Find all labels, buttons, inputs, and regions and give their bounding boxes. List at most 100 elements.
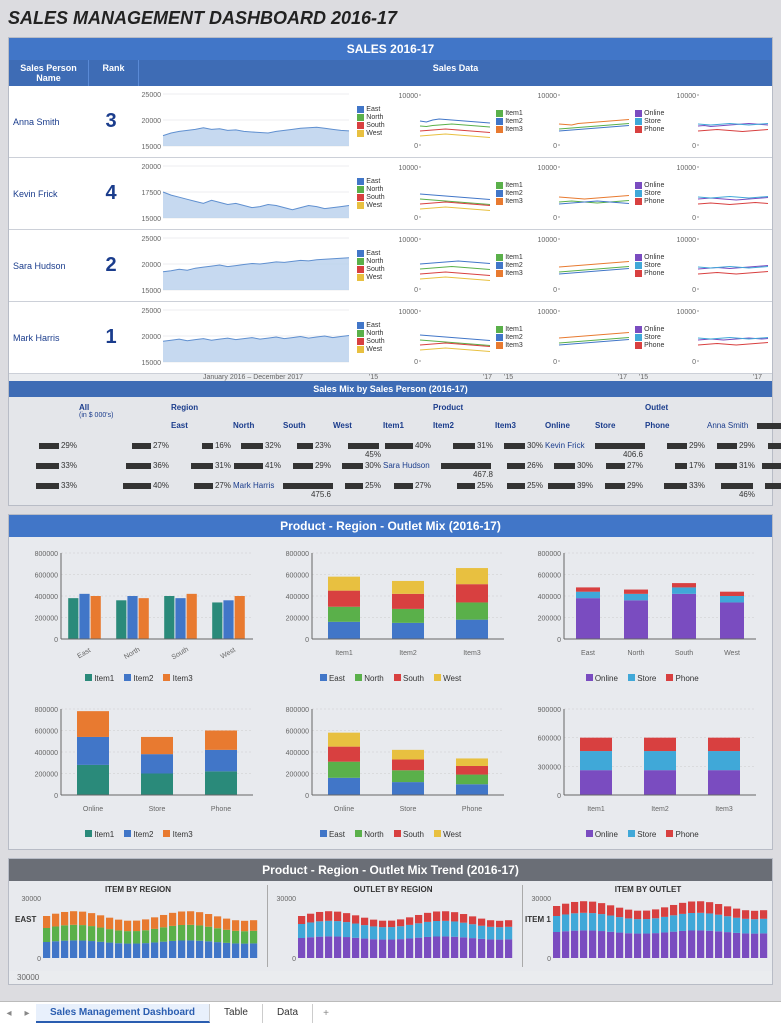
svg-text:Store: Store [148, 806, 165, 813]
svg-text:25000: 25000 [142, 308, 162, 315]
chart-legend: Item1 Item2 Item3 [19, 674, 259, 683]
svg-text:10000: 10000 [677, 93, 697, 100]
svg-text:800000: 800000 [34, 551, 57, 558]
svg-text:10000: 10000 [399, 309, 419, 316]
sp-name: Anna Smith [9, 117, 87, 127]
svg-text:Item1: Item1 [336, 650, 354, 657]
trend-header: Product - Region - Outlet Mix Trend (201… [9, 859, 772, 881]
sp-rank: 2 [87, 254, 135, 277]
chart-legend: East North South West [270, 830, 510, 839]
svg-text:0: 0 [692, 287, 696, 292]
bar-chart: 0200000400000600000800000OnlineStorePhon… [270, 703, 510, 839]
chart-legend: East North South West [270, 674, 510, 683]
svg-text:0: 0 [54, 637, 58, 644]
svg-text:25000: 25000 [142, 236, 162, 243]
svg-text:15000: 15000 [142, 360, 162, 366]
chart-legend: Online Store Phone [522, 830, 762, 839]
svg-text:20000: 20000 [142, 118, 162, 125]
sales-section: SALES 2016-17 Sales Person Name Rank Sal… [8, 37, 773, 506]
sp-name: Sara Hudson [9, 261, 87, 271]
svg-text:400000: 400000 [34, 594, 57, 601]
sales-header: SALES 2016-17 [9, 38, 772, 60]
svg-text:10000: 10000 [399, 93, 419, 100]
chart-legend: Item1Item2Item3 [494, 180, 533, 208]
svg-text:0: 0 [414, 143, 418, 148]
bar-chart: 0200000400000600000800000EastNorthSouthW… [522, 547, 762, 683]
svg-text:400000: 400000 [286, 750, 309, 757]
svg-text:Store: Store [400, 806, 417, 813]
svg-text:North: North [123, 646, 141, 661]
svg-text:0: 0 [692, 143, 696, 148]
svg-text:20000: 20000 [142, 262, 162, 269]
svg-text:0: 0 [37, 956, 41, 963]
sheet-tab[interactable]: Data [263, 1004, 313, 1023]
svg-text:0: 0 [553, 287, 557, 292]
sheet-tab[interactable]: Sales Management Dashboard [36, 1004, 210, 1023]
svg-text:800000: 800000 [34, 707, 57, 714]
svg-text:200000: 200000 [34, 772, 57, 779]
product-header: Product - Region - Outlet Mix (2016-17) [9, 515, 772, 537]
svg-text:900000: 900000 [538, 707, 561, 714]
tab-nav-first[interactable]: ◂ [0, 1008, 18, 1019]
svg-text:Item3: Item3 [715, 806, 733, 813]
add-sheet-button[interactable]: + [313, 1005, 339, 1022]
svg-text:0: 0 [553, 215, 557, 220]
sales-row: Anna Smith3250002000015000EastNorthSouth… [9, 86, 772, 158]
svg-text:0: 0 [557, 793, 561, 800]
trend-section: Product - Region - Outlet Mix Trend (201… [8, 858, 773, 985]
svg-text:800000: 800000 [286, 551, 309, 558]
chart-legend: Item1Item2Item3 [494, 324, 533, 352]
svg-text:South: South [675, 650, 693, 657]
chart-legend: EastNorthSouthWest [355, 176, 394, 212]
svg-text:20000: 20000 [142, 334, 162, 341]
svg-text:0: 0 [306, 793, 310, 800]
svg-text:17500: 17500 [142, 190, 162, 197]
svg-text:Phone: Phone [211, 806, 231, 813]
sales-row: Kevin Frick4200001750015000EastNorthSout… [9, 158, 772, 230]
svg-text:Item1: Item1 [587, 806, 605, 813]
svg-text:200000: 200000 [538, 616, 561, 623]
svg-text:West: West [724, 650, 740, 657]
svg-text:West: West [219, 647, 236, 661]
svg-text:10000: 10000 [538, 309, 558, 316]
svg-text:10000: 10000 [399, 237, 419, 244]
svg-text:10000: 10000 [538, 93, 558, 100]
bar-chart: 0200000400000600000800000OnlineStorePhon… [19, 703, 259, 839]
svg-text:South: South [170, 646, 189, 661]
svg-text:200000: 200000 [34, 616, 57, 623]
svg-text:East: East [76, 647, 92, 660]
svg-text:600000: 600000 [34, 729, 57, 736]
svg-text:Phone: Phone [462, 806, 482, 813]
sp-name: Mark Harris [9, 333, 87, 343]
svg-text:0: 0 [414, 215, 418, 220]
svg-text:30000: 30000 [22, 896, 42, 903]
trend-chart: ITEM BY OUTLETITEM 1300000 [522, 885, 773, 967]
time-axis: January 2016 – December 2017 '15'17 '15'… [9, 374, 772, 381]
svg-text:Online: Online [83, 806, 103, 813]
svg-text:Item2: Item2 [400, 650, 418, 657]
sales-row: Mark Harris1250002000015000EastNorthSout… [9, 302, 772, 374]
svg-text:0: 0 [414, 359, 418, 364]
sp-rank: 3 [87, 110, 135, 133]
svg-text:0: 0 [553, 143, 557, 148]
sp-rank: 4 [87, 182, 135, 205]
svg-text:200000: 200000 [286, 772, 309, 779]
tab-nav-prev[interactable]: ▸ [18, 1008, 36, 1019]
svg-text:0: 0 [306, 637, 310, 644]
svg-text:20000: 20000 [142, 164, 162, 171]
sheet-tab[interactable]: Table [210, 1004, 263, 1023]
svg-text:600000: 600000 [538, 736, 561, 743]
sales-table-header: Sales Person Name Rank Sales Data [9, 60, 772, 86]
chart-legend: Item1Item2Item3 [494, 108, 533, 136]
svg-text:25000: 25000 [142, 92, 162, 99]
svg-text:10000: 10000 [677, 165, 697, 172]
col-data: Sales Data [139, 60, 772, 86]
svg-text:30000: 30000 [277, 896, 297, 903]
svg-text:15000: 15000 [142, 288, 162, 294]
chart-legend: Item1Item2Item3 [494, 252, 533, 280]
svg-text:30000: 30000 [532, 896, 552, 903]
sheet-tabs: ◂ ▸ Sales Management DashboardTableData … [0, 1001, 781, 1025]
svg-text:10000: 10000 [677, 309, 697, 316]
svg-text:0: 0 [692, 215, 696, 220]
chart-legend: EastNorthSouthWest [355, 104, 394, 140]
